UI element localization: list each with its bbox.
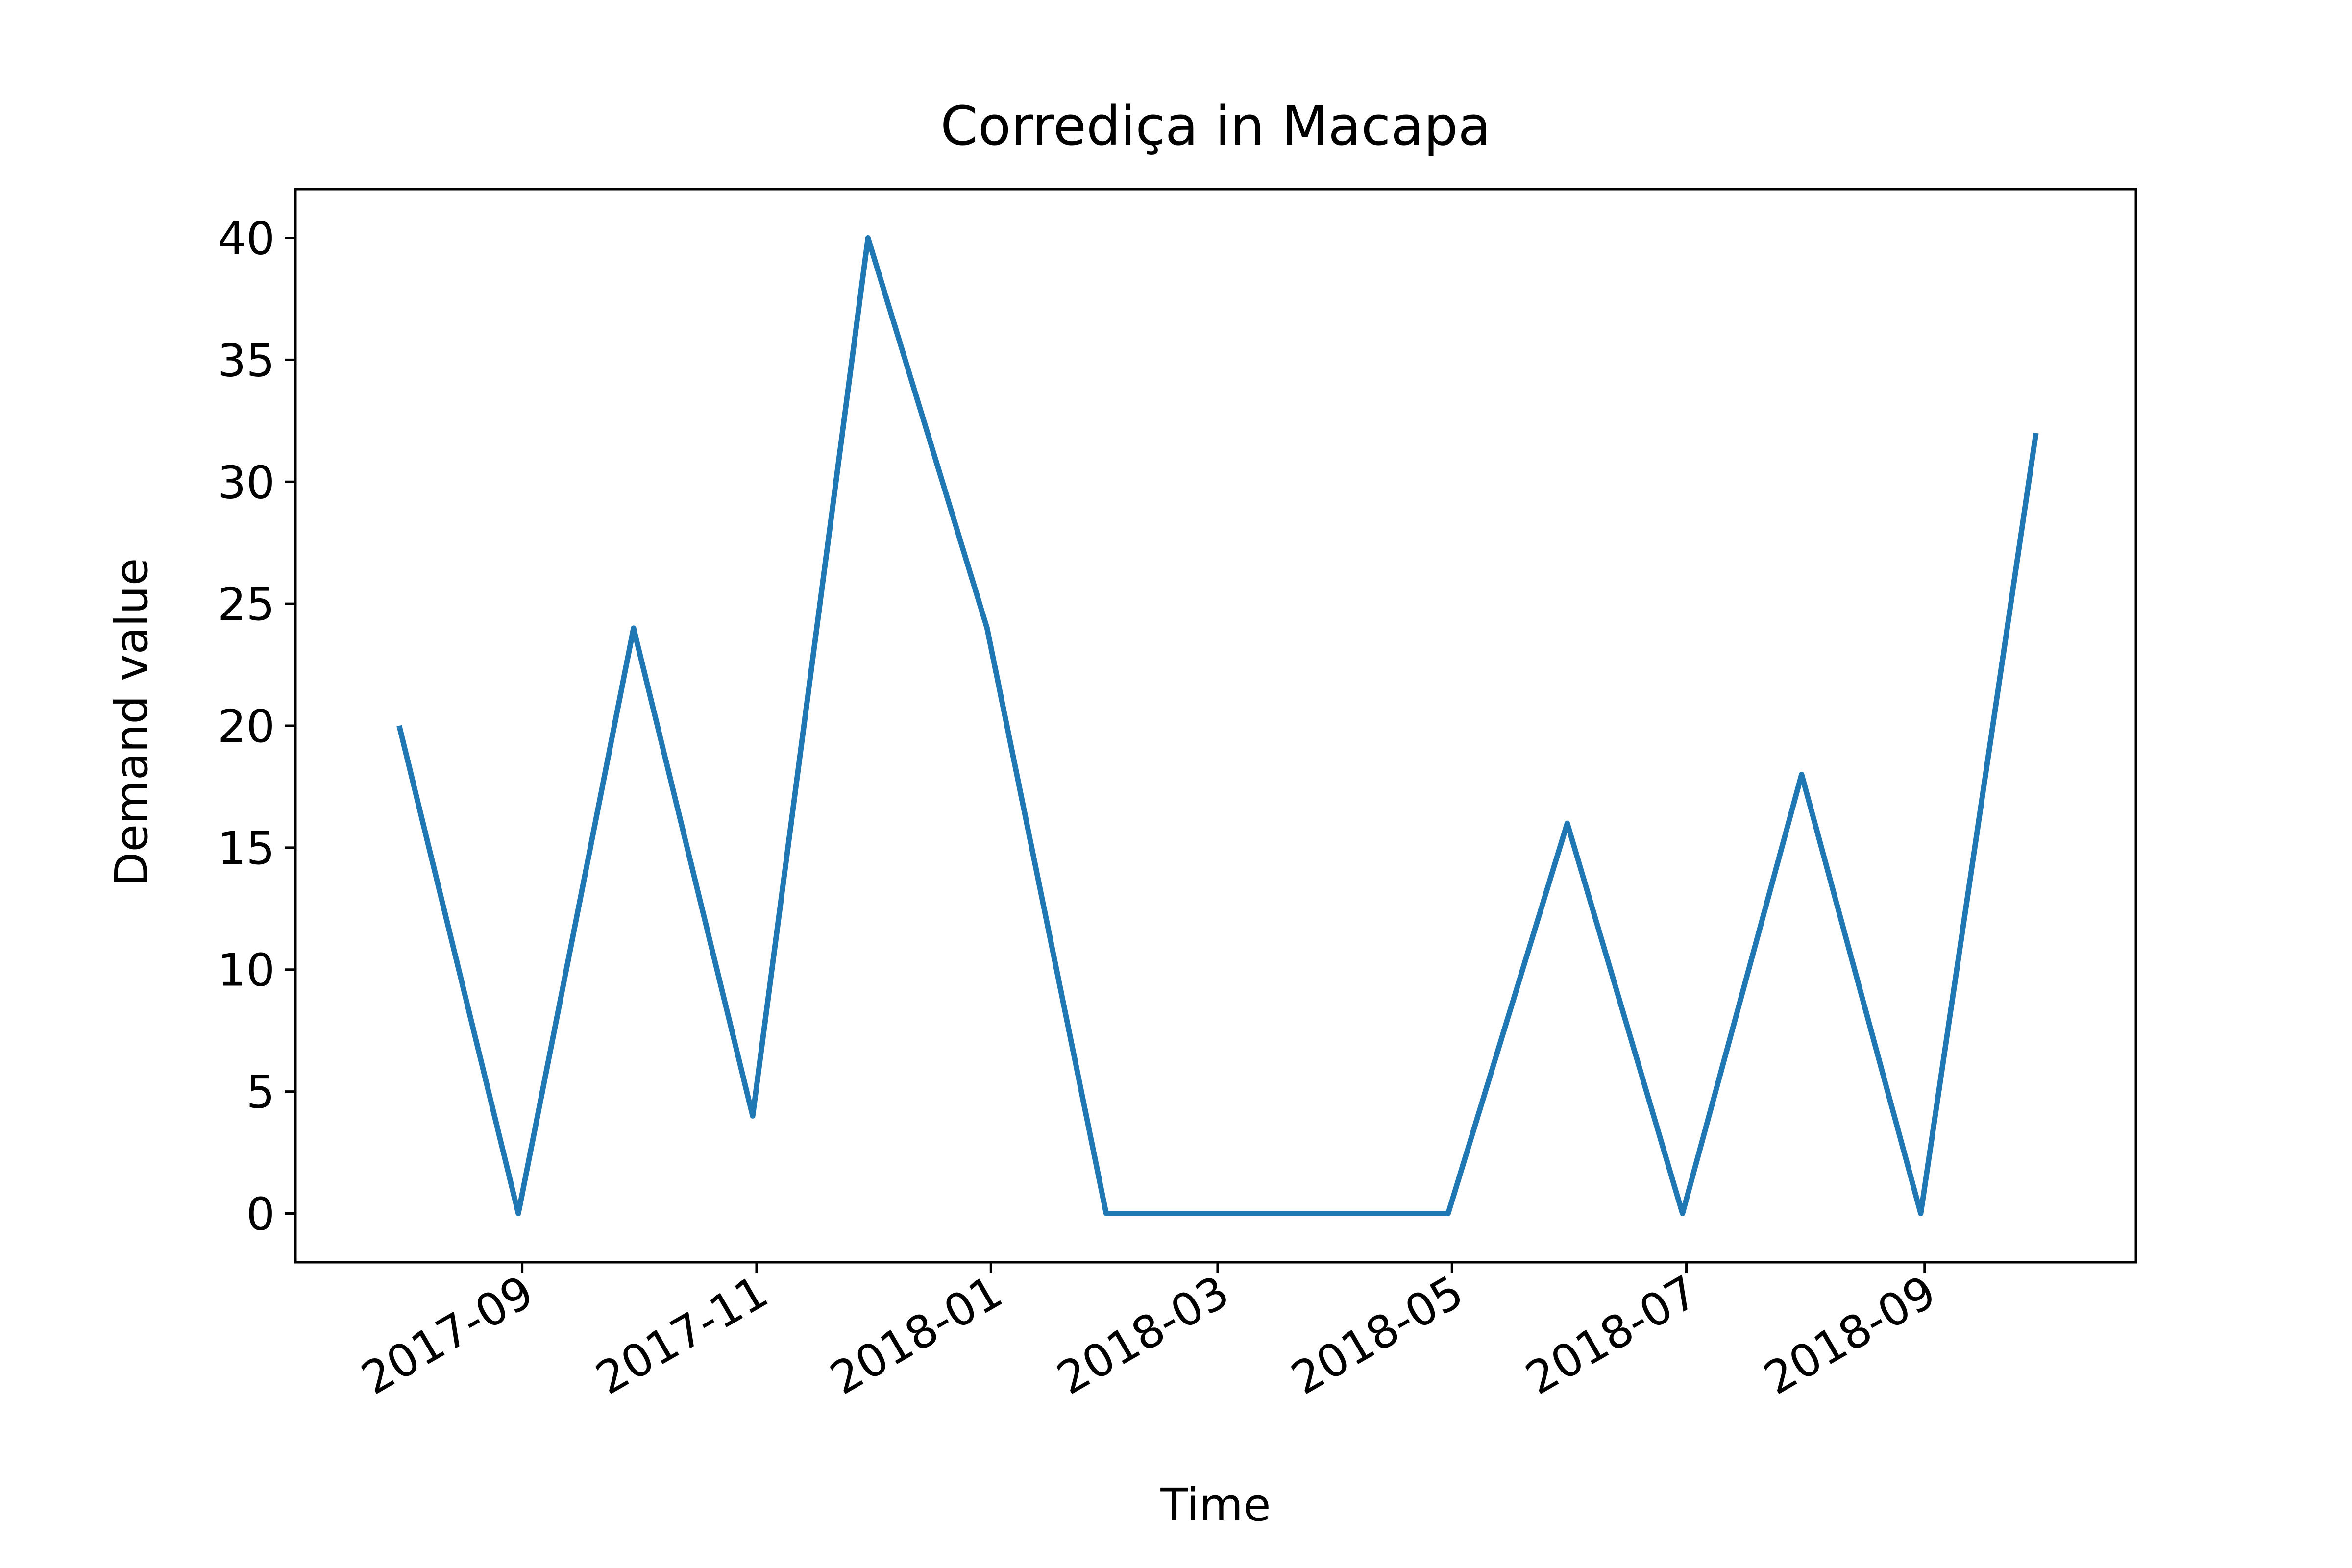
y-axis-ticks: 0 5 10 15 20 25 30 35 40 (218, 213, 295, 1240)
y-tick-label: 10 (218, 944, 275, 997)
plot-frame (294, 188, 2137, 1264)
y-axis-label: Demand value (105, 558, 158, 887)
series-layer (396, 235, 2039, 1216)
data-point (1801, 774, 1802, 775)
y-tick-label: 35 (218, 334, 275, 387)
y-tick-label: 5 (246, 1066, 275, 1119)
y-tick-label: 0 (246, 1188, 275, 1240)
data-point (1920, 1213, 1921, 1214)
y-tick-label: 25 (218, 578, 275, 631)
chart-title: Corrediça in Macapa (940, 95, 1491, 157)
y-tick-label: 30 (218, 456, 275, 509)
y-tick-label: 20 (218, 700, 275, 753)
y-tick-label: 15 (218, 822, 275, 875)
data-point (1682, 1213, 1683, 1214)
data-point (1567, 823, 1568, 824)
x-axis-label: Time (1160, 1479, 1271, 1531)
y-tick-label: 40 (218, 213, 275, 265)
